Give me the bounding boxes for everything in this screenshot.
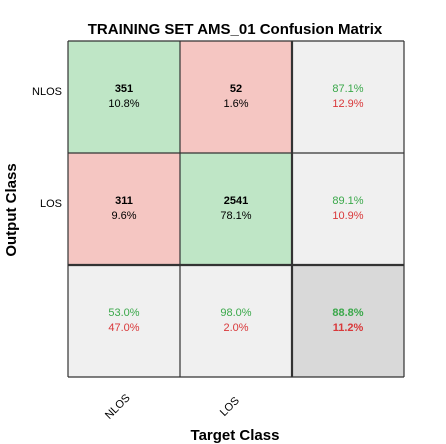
cell-percent: 9.6%: [111, 210, 136, 222]
cell-background: [180, 41, 292, 153]
cell-percent: 78.1%: [220, 210, 251, 222]
y-axis-label: Output Class: [3, 163, 20, 256]
summary-background: [292, 41, 404, 153]
row-correct-percent: 87.1%: [332, 83, 363, 95]
matrix-cell: 2541 78.1%: [180, 153, 292, 265]
matrix-cell: 351 10.8%: [68, 41, 180, 153]
summary-background: [180, 265, 292, 377]
row-summary-cell: 89.1% 10.9%: [292, 153, 404, 265]
overall-background: [292, 265, 404, 377]
cell-percent: 1.6%: [223, 98, 248, 110]
summary-background: [292, 153, 404, 265]
y-tick-label: LOS: [40, 198, 62, 210]
chart-title: TRAINING SET AMS_01 Confusion Matrix: [88, 21, 383, 38]
grid-lines: [67, 40, 405, 378]
row-wrong-percent: 10.9%: [332, 210, 363, 222]
row-correct-percent: 89.1%: [332, 195, 363, 207]
col-correct-percent: 98.0%: [220, 307, 251, 319]
col-correct-percent: 53.0%: [108, 307, 139, 319]
overall-cell: 88.8% 11.2%: [292, 265, 404, 377]
overall-wrong-percent: 11.2%: [333, 322, 364, 334]
x-tick-label: LOS: [218, 395, 242, 419]
overall-correct-percent: 88.8%: [332, 307, 363, 319]
cell-count: 351: [115, 83, 133, 95]
row-summary-cell: 87.1% 12.9%: [292, 41, 404, 153]
matrix-cell: 52 1.6%: [180, 41, 292, 153]
col-wrong-percent: 2.0%: [223, 322, 248, 334]
cell-background: [180, 153, 292, 265]
matrix-cell: 311 9.6%: [68, 153, 180, 265]
summary-background: [68, 265, 180, 377]
x-axis-label: Target Class: [191, 427, 280, 444]
col-wrong-percent: 47.0%: [108, 322, 139, 334]
col-summary-cell: 98.0% 2.0%: [180, 265, 292, 377]
cell-count: 52: [230, 83, 242, 95]
matrix-cells: 351 10.8% 52 1.6% 311 9.6% 2541 78.1% 87.1% 12.9%…: [67, 40, 405, 378]
row-wrong-percent: 12.9%: [332, 98, 363, 110]
cell-count: 311: [115, 195, 133, 207]
y-tick-label: NLOS: [32, 86, 62, 98]
cell-percent: 10.8%: [108, 98, 139, 110]
cell-background: [68, 153, 180, 265]
cell-count: 2541: [224, 195, 248, 207]
col-summary-cell: 53.0% 47.0%: [68, 265, 180, 377]
x-tick-label: NLOS: [103, 392, 133, 422]
cell-background: [68, 41, 180, 153]
